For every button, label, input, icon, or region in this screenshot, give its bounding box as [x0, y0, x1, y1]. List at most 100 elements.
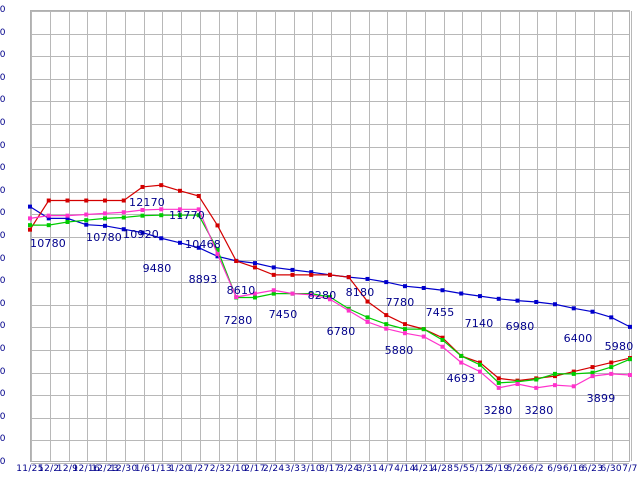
gridline-vertical [274, 11, 276, 461]
data-value-label: 8180 [345, 286, 375, 299]
gridline-horizontal [31, 237, 629, 238]
data-point-marker [609, 371, 614, 376]
x-tick-label: 12/16 [72, 464, 100, 474]
data-point-marker [440, 288, 445, 293]
gridline-vertical [499, 11, 501, 461]
y-tick-label: 8000 [0, 276, 6, 287]
data-point-marker [628, 324, 632, 329]
x-tick-label: 3/24 [338, 464, 360, 474]
data-point-marker [46, 216, 51, 221]
data-point-marker [178, 213, 182, 218]
data-point-marker [421, 334, 426, 339]
data-value-label: 8893 [188, 273, 218, 286]
y-tick-label: 3000 [0, 389, 6, 400]
gridline-horizontal [31, 304, 629, 306]
data-point-marker [571, 306, 576, 311]
gridline-horizontal [31, 33, 629, 35]
data-point-marker [553, 383, 557, 388]
data-point-marker [403, 327, 407, 332]
gridline-vertical [368, 11, 370, 461]
x-tick-label: 4/7 [378, 464, 394, 474]
data-point-marker [346, 275, 351, 280]
data-point-marker [46, 198, 51, 203]
data-point-marker [515, 379, 520, 384]
gridline-vertical [312, 11, 314, 461]
data-point-marker [478, 294, 482, 299]
data-point-marker [215, 247, 220, 252]
data-point-marker [178, 240, 182, 245]
data-point-marker [628, 357, 632, 362]
data-point-marker [403, 284, 407, 289]
data-point-marker [609, 360, 614, 365]
data-value-label: 5880 [384, 344, 414, 357]
gridline-horizontal [31, 440, 629, 442]
data-point-marker [365, 319, 370, 324]
data-point-marker [121, 210, 126, 215]
data-value-label: 7780 [385, 296, 415, 309]
x-tick-label: 11/25 [16, 464, 44, 474]
data-point-marker [65, 213, 70, 218]
y-tick-label: 11000 [0, 208, 6, 219]
gridline-vertical [293, 11, 295, 461]
data-point-marker [159, 207, 164, 212]
data-point-marker [271, 288, 276, 293]
gridline-vertical [424, 11, 426, 461]
x-tick-label: 6/2 [528, 464, 544, 474]
data-point-marker [628, 372, 632, 377]
data-point-marker [103, 216, 107, 221]
data-point-marker [609, 365, 614, 370]
gridline-vertical [481, 11, 482, 461]
gridline-horizontal [31, 350, 629, 351]
data-point-marker [271, 291, 276, 296]
data-value-label: 12170 [129, 196, 165, 209]
data-point-marker [290, 291, 295, 296]
y-tick-label: 2000 [0, 411, 6, 422]
data-point-marker [178, 188, 182, 193]
data-point-marker [215, 254, 220, 259]
data-point-marker [309, 272, 314, 277]
data-point-marker [121, 215, 126, 220]
y-tick-label: 12000 [0, 185, 6, 196]
data-point-marker [590, 374, 595, 379]
y-tick-label: 4000 [0, 366, 6, 377]
data-value-label: 10468 [185, 238, 221, 251]
gridline-horizontal [31, 463, 629, 464]
x-tick-label: 12/2 [38, 464, 60, 474]
data-value-label: 10920 [123, 228, 159, 241]
data-point-marker [403, 322, 407, 327]
x-tick-label: 2/24 [263, 464, 285, 474]
gridline-horizontal [31, 124, 629, 125]
data-point-marker [28, 216, 32, 221]
data-point-marker [609, 315, 614, 320]
gridline-vertical [143, 11, 145, 461]
series-magenta [28, 207, 632, 390]
y-tick-label: 20000 [0, 5, 6, 15]
data-point-marker [440, 335, 445, 340]
x-tick-label: 12/23 [91, 464, 119, 474]
data-point-marker [571, 371, 576, 376]
x-tick-label: 6/16 [563, 464, 585, 474]
x-tick-label: 2/17 [244, 464, 266, 474]
data-value-label: 10780 [30, 237, 66, 250]
y-tick-label: 7000 [0, 298, 6, 309]
x-tick-label: 6/23 [581, 464, 604, 474]
data-point-marker [440, 337, 445, 342]
data-point-marker [65, 198, 70, 203]
gridline-horizontal [31, 101, 629, 103]
gridline-vertical [406, 11, 407, 461]
gridline-vertical [443, 11, 445, 461]
data-point-marker [140, 208, 145, 213]
data-point-marker [590, 370, 595, 375]
data-point-marker [534, 377, 539, 382]
data-point-marker [590, 309, 595, 314]
data-point-marker [196, 194, 201, 198]
data-point-marker [571, 384, 576, 389]
data-point-marker [515, 382, 520, 387]
data-point-marker [121, 227, 126, 232]
data-point-marker [140, 230, 145, 235]
gridline-vertical [162, 11, 164, 461]
x-tick-label: 1/6 [134, 464, 151, 474]
data-value-label: 6400 [563, 332, 593, 345]
gridline-vertical [631, 11, 632, 461]
gridline-vertical [349, 11, 351, 461]
